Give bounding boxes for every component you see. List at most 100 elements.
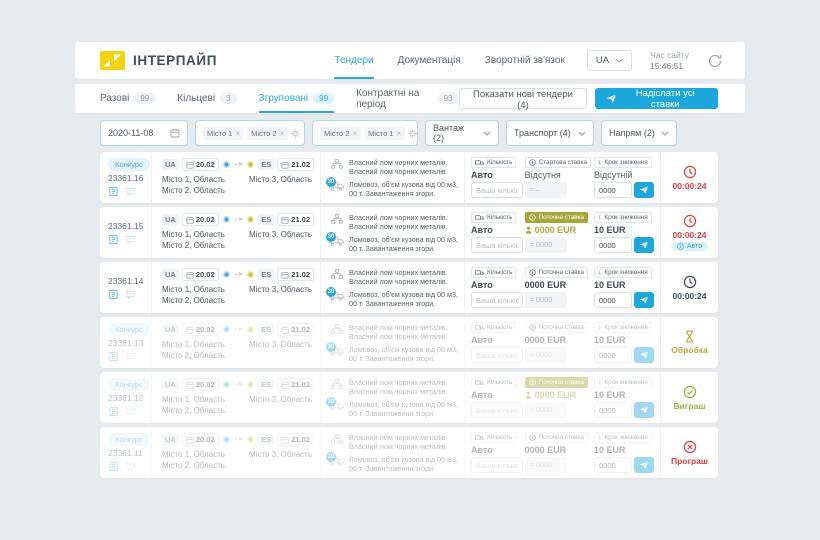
cities-from-filter[interactable]: Місто 1 × Місто 2 × <box>195 120 305 146</box>
step-header-label: Крок зниження <box>604 434 648 441</box>
gear-icon[interactable] <box>408 128 417 138</box>
send-bid-button[interactable] <box>634 292 654 308</box>
city-chip-label: Місто 1 <box>368 128 394 138</box>
route-arrow <box>234 272 243 276</box>
document-icon[interactable] <box>108 461 119 472</box>
show-new-tenders-button[interactable]: Показати нові тендери (4) <box>458 88 588 111</box>
chat-icon[interactable] <box>125 234 136 245</box>
send-bid-button[interactable] <box>634 402 654 418</box>
send-bid-button[interactable] <box>634 457 654 473</box>
vehicle-description: Ломовоз, об'єм кузова від 00 м3, 00 т. З… <box>349 289 458 308</box>
send-all-bids-button[interactable]: Надіслати усі ставки <box>595 87 718 110</box>
origin-date: 20.02 <box>181 433 219 446</box>
document-icon[interactable] <box>108 406 119 417</box>
truck-icon: 30 <box>326 396 344 411</box>
close-icon[interactable]: × <box>279 128 285 138</box>
bid-input[interactable] <box>594 347 632 363</box>
step-header-chip: ↓ Крок зниження <box>594 377 652 388</box>
quantity-input[interactable] <box>471 457 523 473</box>
chat-icon[interactable] <box>125 186 136 197</box>
calendar-icon <box>281 216 289 224</box>
konkurs-badge: Конкурс <box>108 433 150 446</box>
destination-pin-icon <box>246 270 255 279</box>
document-icon[interactable] <box>108 289 119 300</box>
tab-kontraktni[interactable]: Контрактні на період 93 <box>356 84 459 113</box>
cities-to-filter[interactable]: Місто 2 × Місто 1 × <box>312 120 418 146</box>
document-icon[interactable] <box>108 234 119 245</box>
tab-count: 93 <box>437 93 459 104</box>
calendar-icon <box>186 326 194 334</box>
origin-city: Місто 2, Область <box>162 405 225 415</box>
document-icon[interactable] <box>108 351 119 362</box>
cargo-description: Власний лом чорних металів. Власний лом … <box>349 157 448 177</box>
chat-icon[interactable] <box>125 289 136 300</box>
chat-icon[interactable] <box>125 351 136 362</box>
quantity-input[interactable] <box>471 182 523 198</box>
tender-row: Конкурс 23361.11 UA 20.02 <box>100 427 718 478</box>
destination-country-tag: ES <box>258 159 275 170</box>
status-text: 00:00:24 <box>672 230 707 240</box>
origin-city: Місто 1, Область <box>162 230 225 239</box>
close-icon[interactable]: × <box>352 128 358 138</box>
city-chip: Місто 1 × <box>364 126 406 140</box>
tab-razovi[interactable]: Разові 99 <box>100 84 156 113</box>
bid-input[interactable] <box>594 237 632 253</box>
city-chip-label: Місто 2 <box>251 128 277 138</box>
direction-filter[interactable]: Напрям (2) <box>601 120 677 146</box>
nav-feedback[interactable]: Зворотній зв'язок <box>484 55 565 66</box>
send-all-label: Надіслати усі ставки <box>635 87 695 110</box>
date-filter[interactable]: 2020-11-08 <box>100 120 188 146</box>
bid-section: Кількість Авто Поточна ставка 0000 EUR <box>464 427 660 478</box>
rate-value-text: 0000 EUR <box>524 335 567 345</box>
quantity-input[interactable] <box>471 237 523 253</box>
chat-icon[interactable] <box>125 406 136 417</box>
clock-icon <box>683 275 697 289</box>
bid-section: Кількість Авто Поточна ставка 0000 EUR <box>464 317 660 368</box>
quantity-input[interactable] <box>471 347 523 363</box>
sitemap-icon <box>329 433 344 444</box>
city-chip-label: Місто 1 <box>207 128 233 138</box>
close-icon[interactable]: × <box>235 128 241 138</box>
document-icon[interactable] <box>108 186 119 197</box>
bid-input[interactable] <box>594 402 632 418</box>
quantity-header-chip: Кількість <box>471 267 517 278</box>
transport-filter[interactable]: Транспорт (4) <box>506 120 594 146</box>
auto-badge-label: Авто <box>686 243 703 250</box>
bid-input[interactable] <box>594 182 632 198</box>
tab-zghrupovani[interactable]: Згруповані 99 <box>258 84 335 113</box>
close-icon[interactable]: × <box>396 128 402 138</box>
tender-row: 23361.14 UA 20.02 <box>100 262 718 313</box>
quantity-input[interactable] <box>471 402 523 418</box>
calendar-icon <box>170 128 180 138</box>
quantity-input[interactable] <box>471 292 523 308</box>
tab-kiltsevi[interactable]: Кільцеві 3 <box>177 84 237 113</box>
send-bid-button[interactable] <box>634 347 654 363</box>
refresh-icon[interactable] <box>707 53 723 69</box>
bid-section: Кількість Авто Поточна ставка 0000 EUR <box>464 262 660 313</box>
truck-icon <box>475 379 484 386</box>
city-chip: Місто 2 × <box>320 126 362 140</box>
cargo-section: Власний лом чорних металів. Власний лом … <box>320 427 464 478</box>
gear-icon[interactable] <box>291 128 300 138</box>
destination-country-tag: ES <box>258 379 275 390</box>
sitemap-icon <box>329 158 344 169</box>
route-section: UA 20.02 ES <box>152 317 320 368</box>
city-chip: Місто 2 × <box>247 126 289 140</box>
truck-icon: 30 <box>326 286 344 301</box>
bid-input[interactable] <box>594 457 632 473</box>
arrow-down-icon: ↓ <box>598 269 602 276</box>
step-header-chip: ↓ Крок зниження <box>594 212 652 223</box>
destination-date: 21.02 <box>277 158 314 171</box>
cargo-filter[interactable]: Вантаж (2) <box>425 120 499 146</box>
nav-documentation[interactable]: Документація <box>397 55 461 66</box>
bid-input[interactable] <box>594 292 632 308</box>
send-bid-button[interactable] <box>634 182 654 198</box>
origin-date-value: 20.02 <box>195 380 215 389</box>
chat-icon[interactable] <box>125 461 136 472</box>
origin-country-tag: UA <box>162 324 179 335</box>
send-bid-button[interactable] <box>634 237 654 253</box>
origin-pin-icon <box>222 270 231 279</box>
nav-tenders[interactable]: Тендери <box>334 42 374 79</box>
destination-pin-icon <box>246 325 255 334</box>
language-selector[interactable]: UA <box>586 50 633 71</box>
